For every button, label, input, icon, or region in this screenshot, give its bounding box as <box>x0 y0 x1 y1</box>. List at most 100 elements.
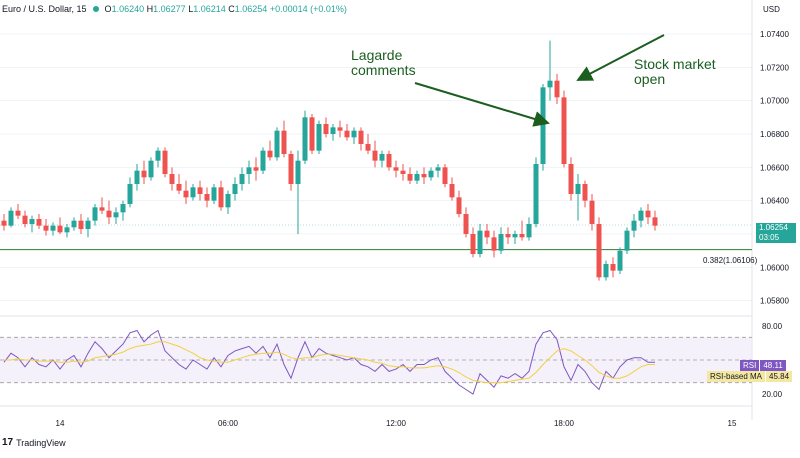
time-tick-label: 18:00 <box>554 419 575 428</box>
candle-body <box>183 190 189 198</box>
candle-body <box>22 215 28 224</box>
price-tick-label: 1.07200 <box>760 63 789 72</box>
candle-body <box>435 167 441 171</box>
candle-body <box>512 234 518 238</box>
symbol-header: Euro / U.S. Dollar, 15 O1.06240 H1.06277… <box>2 4 347 14</box>
price-tick-label: 1.06800 <box>760 130 789 139</box>
candle-body <box>456 197 462 214</box>
lagarde-annotation-line2: comments <box>351 62 416 78</box>
candle-body <box>113 212 119 218</box>
price-tick-label: 1.06400 <box>760 197 789 206</box>
candle-body <box>561 97 567 164</box>
close-label: C <box>228 4 235 14</box>
rsi-ma-tag-value: 45.84 <box>766 371 793 382</box>
candle-body <box>547 80 553 88</box>
last-price-value: 1.06254 <box>759 223 788 232</box>
candle-body <box>337 127 343 131</box>
ohlc-values: O1.06240 H1.06277 L1.06214 C1.06254 +0.0… <box>105 4 347 14</box>
candle-body <box>582 184 588 201</box>
time-tick-label: 06:00 <box>218 419 239 428</box>
candle-body <box>491 237 497 251</box>
candle-body <box>36 219 42 226</box>
open-value: 1.06240 <box>111 4 145 14</box>
candle-body <box>575 184 581 194</box>
last-price-tag: 1.06254 03:05 <box>756 223 796 243</box>
low-label: L <box>188 4 194 14</box>
candle-body <box>274 130 280 158</box>
candle-body <box>288 154 294 184</box>
candle-body <box>295 160 301 184</box>
market-status-dot <box>92 6 99 12</box>
candle-body <box>239 174 245 184</box>
candle-body <box>386 154 392 168</box>
candle-body <box>8 210 14 226</box>
candle-body <box>134 170 140 184</box>
candle-body <box>141 170 147 178</box>
candle-body <box>302 117 308 161</box>
candle-body <box>29 219 35 224</box>
high-label: H <box>146 4 154 14</box>
candle-body <box>85 220 91 229</box>
candle-body <box>57 225 63 233</box>
candle-body <box>127 184 133 204</box>
candle-body <box>449 184 455 198</box>
candle-body <box>246 167 252 174</box>
lagarde-annotation-line1: Lagarde <box>351 47 403 63</box>
candle-body <box>477 230 483 254</box>
candle-body <box>323 124 329 134</box>
fib-level-label: 0.382(1.06106) <box>703 256 758 265</box>
candle-body <box>15 210 21 216</box>
tradingview-brand[interactable]: 17 TradingView <box>2 437 66 448</box>
price-tick-label: 1.06000 <box>760 263 789 272</box>
candle-body <box>169 174 175 184</box>
change-value: +0.00014 (+0.01%) <box>269 4 347 14</box>
market-open-annotation: Stock market open <box>634 57 716 87</box>
rsi-ma-tag-name: RSI-based MA <box>707 371 766 382</box>
rsi-tag-name: RSI <box>740 360 760 371</box>
market-open-arrow <box>576 34 665 81</box>
candle-body <box>176 184 182 191</box>
candle-body <box>568 164 574 194</box>
candle-body <box>99 207 105 211</box>
candle-body <box>92 207 98 221</box>
price-tick-label: 1.06600 <box>760 163 789 172</box>
candle-body <box>463 214 469 234</box>
candle-body <box>519 234 525 238</box>
open-label: O <box>104 4 112 14</box>
candle-body <box>64 227 70 233</box>
time-tick-label: 15 <box>728 419 737 428</box>
currency-label: USD <box>763 5 780 14</box>
candle-body <box>78 220 84 229</box>
brand-name: TradingView <box>16 437 66 448</box>
candle-body <box>225 194 231 208</box>
price-tick-label: 1.07400 <box>760 30 789 39</box>
candle-body <box>624 230 630 251</box>
candle-body <box>400 170 406 174</box>
candle-body <box>428 170 434 178</box>
candle-body <box>232 184 238 194</box>
candle-body <box>652 217 658 226</box>
rsi-ma-value-tag: RSI-based MA 45.84 <box>707 371 793 382</box>
candle-body <box>421 174 427 178</box>
rsi-tick-label: 20.00 <box>762 390 783 399</box>
candle-body <box>407 174 413 181</box>
rsi-tick-label: 80.00 <box>762 322 783 331</box>
lagarde-arrow <box>414 82 550 127</box>
candle-body <box>162 150 168 174</box>
candle-body <box>316 124 322 151</box>
candle-body <box>281 130 287 154</box>
candle-body <box>120 204 126 213</box>
candle-body <box>190 187 196 198</box>
candle-body <box>498 234 504 251</box>
candle-body <box>596 224 602 278</box>
candle-body <box>554 80 560 98</box>
price-tick-label: 1.05800 <box>760 297 789 306</box>
candle-body <box>484 230 490 238</box>
tradingview-logo-icon: 17 <box>2 437 14 448</box>
market-open-annotation-line2: open <box>634 71 666 87</box>
candle-body <box>197 187 203 194</box>
rsi-tag-value: 48.11 <box>760 360 786 371</box>
candle-body <box>470 234 476 254</box>
candle-body <box>617 250 623 271</box>
candle-body <box>379 154 385 161</box>
